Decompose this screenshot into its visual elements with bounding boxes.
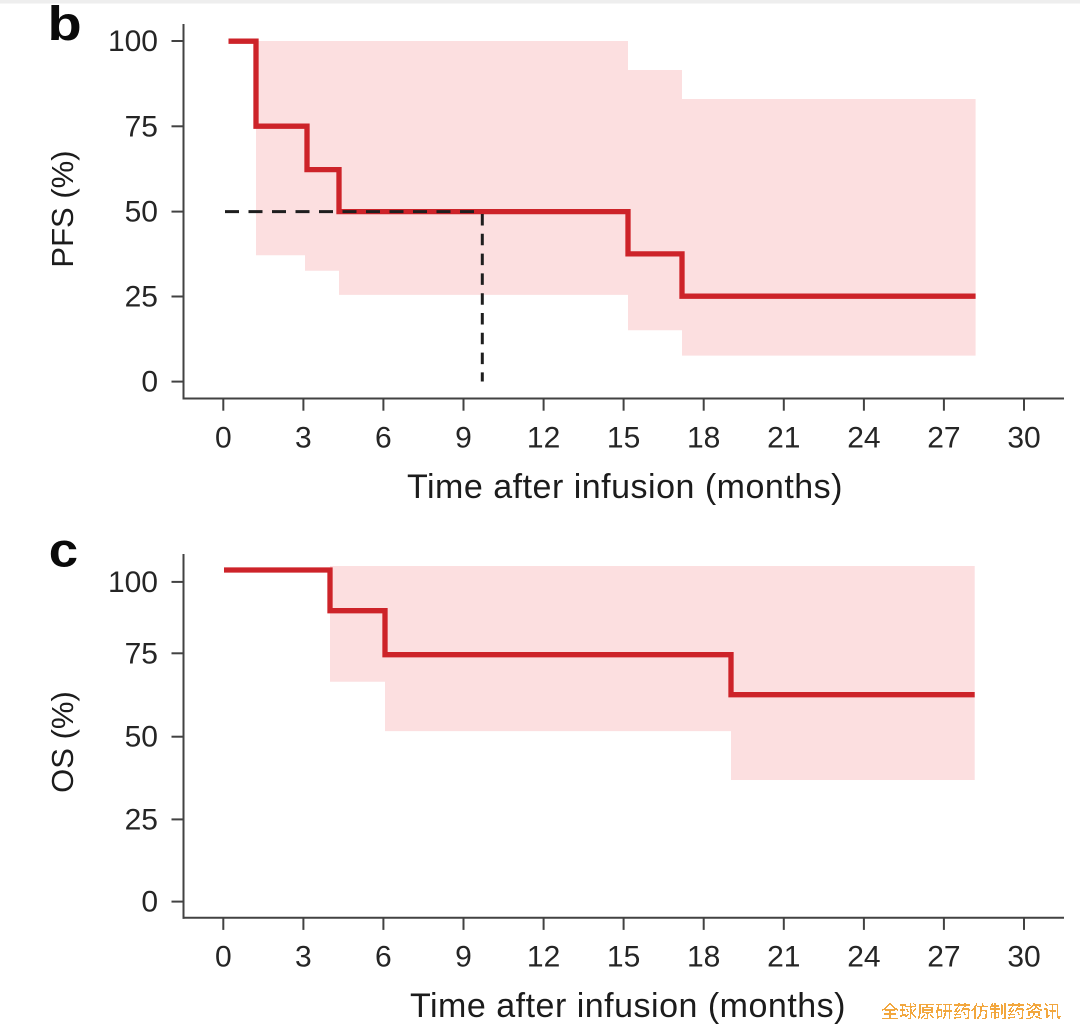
svg-text:25: 25 [125,803,158,836]
svg-text:21: 21 [767,422,800,455]
svg-text:Time after infusion (months): Time after infusion (months) [407,468,843,506]
svg-text:3: 3 [295,941,312,974]
svg-text:15: 15 [607,941,640,974]
svg-text:27: 27 [927,941,960,974]
svg-text:Time after infusion (months): Time after infusion (months) [410,987,846,1025]
svg-text:100: 100 [108,566,158,599]
svg-text:PFS (%): PFS (%) [45,150,80,267]
svg-text:3: 3 [295,422,312,455]
svg-text:12: 12 [527,941,560,974]
svg-text:9: 9 [455,422,472,455]
svg-text:0: 0 [141,886,158,919]
svg-text:0: 0 [215,941,232,974]
svg-text:9: 9 [455,941,472,974]
svg-text:18: 18 [687,941,720,974]
svg-text:50: 50 [125,196,158,229]
svg-text:75: 75 [125,110,158,143]
svg-text:12: 12 [527,422,560,455]
svg-text:24: 24 [847,941,880,974]
svg-text:27: 27 [927,422,960,455]
svg-text:c: c [49,523,78,577]
svg-text:50: 50 [125,721,158,754]
svg-text:100: 100 [108,25,158,58]
svg-text:25: 25 [125,281,158,314]
svg-text:OS (%): OS (%) [45,691,80,793]
svg-text:15: 15 [607,422,640,455]
svg-text:30: 30 [1007,941,1040,974]
svg-text:6: 6 [375,422,392,455]
svg-text:6: 6 [375,941,392,974]
svg-text:b: b [48,0,82,51]
svg-text:0: 0 [141,366,158,399]
svg-text:21: 21 [767,941,800,974]
svg-text:75: 75 [125,637,158,670]
svg-text:24: 24 [847,422,880,455]
svg-text:30: 30 [1007,422,1040,455]
svg-text:0: 0 [215,422,232,455]
svg-text:18: 18 [687,422,720,455]
